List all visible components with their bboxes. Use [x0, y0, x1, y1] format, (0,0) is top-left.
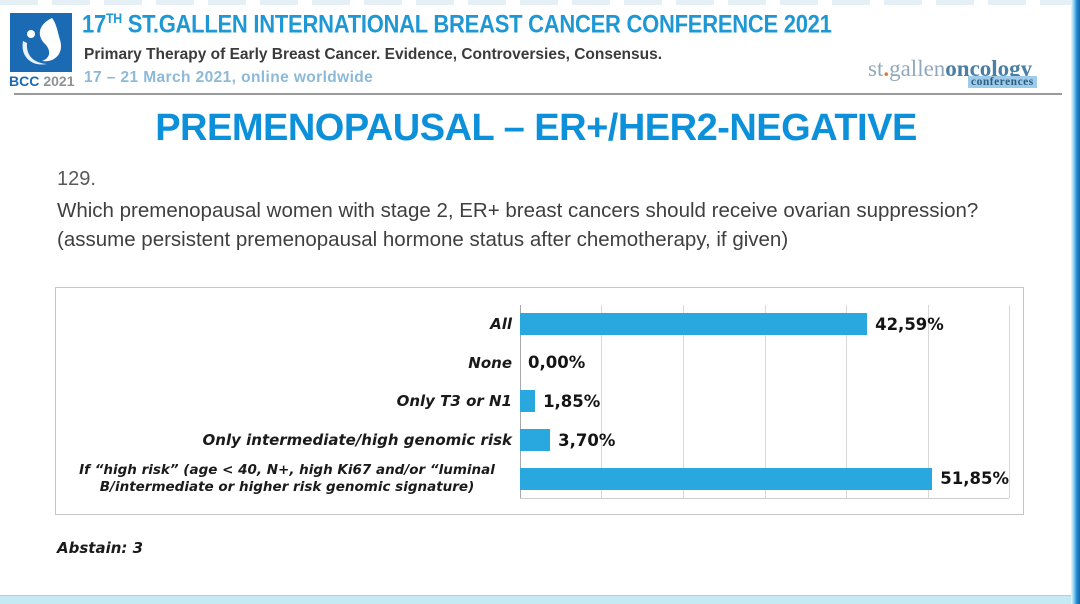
- gridline: [682, 305, 684, 498]
- conference-title-rest: ST.GALLEN INTERNATIONAL BREAST CANCER CO…: [121, 10, 832, 39]
- logo-st: st: [868, 56, 884, 81]
- category-label: None: [468, 353, 512, 372]
- bar-row: 0,00%: [520, 344, 1009, 383]
- conference-title-sup: TH: [105, 10, 122, 26]
- bar-value-label: 1,85%: [543, 391, 601, 411]
- question-number: 129.: [57, 168, 96, 190]
- bar-row: 51,85%: [520, 459, 1009, 498]
- bar: [520, 429, 551, 452]
- drop-swan-icon: [22, 18, 62, 65]
- bcc-text: BCC: [9, 73, 40, 89]
- logo-gallen: gallen: [889, 56, 946, 81]
- gridline: [927, 305, 929, 498]
- bar-value-label: 42,59%: [875, 314, 944, 334]
- logo-conferences-badge: conferences: [968, 76, 1037, 88]
- logo-dot: .: [883, 56, 890, 81]
- bcc-year: 2021: [43, 73, 75, 89]
- chart-labels: All None Only T3 or N1 Only intermediate/hi…: [62, 305, 512, 498]
- conference-dates: 17 – 21 March 2021, online worldwide: [84, 69, 374, 86]
- bcc-logo: [10, 13, 72, 72]
- bar-chart: All None Only T3 or N1 Only intermediate/hi…: [55, 287, 1024, 515]
- conference-subtitle: Primary Therapy of Early Breast Cancer. …: [84, 46, 663, 63]
- bottom-accent-bar: [0, 595, 1080, 604]
- bar-value-label: 0,00%: [528, 353, 586, 373]
- bar-row: 3,70%: [520, 421, 1009, 460]
- bar-value-label: 51,85%: [940, 469, 1009, 489]
- page-title: PREMENOPAUSAL – ER+/HER2-NEGATIVE: [155, 107, 917, 149]
- bar-value-label: 3,70%: [558, 430, 616, 450]
- question-text: Which premenopausal women with stage 2, …: [57, 199, 979, 252]
- top-edge-artifact-strip: [0, 0, 1080, 5]
- bar: [520, 390, 536, 413]
- category-label: Only intermediate/high genomic risk: [202, 430, 512, 449]
- conference-title: 17TH ST.GALLEN INTERNATIONAL BREAST CANC…: [82, 10, 832, 39]
- gridline: [764, 305, 766, 498]
- category-label: Only T3 or N1: [396, 392, 512, 411]
- gridline: [1009, 305, 1010, 498]
- bar: [520, 467, 933, 490]
- bar-row: 1,85%: [520, 382, 1009, 421]
- gridline: [601, 305, 603, 498]
- bcc-year-label: BCC 2021: [9, 73, 119, 89]
- category-label: All: [490, 314, 512, 333]
- conference-title-num: 17: [82, 10, 106, 39]
- category-label: If “high risk” (age < 40, N+, high Ki67 …: [79, 461, 495, 495]
- header-divider: [14, 93, 1062, 95]
- right-accent-strip: [1071, 0, 1080, 604]
- bar-row: 42,59%: [520, 305, 1009, 344]
- gridline: [845, 305, 847, 498]
- bar: [520, 313, 868, 336]
- abstain-note: Abstain: 3: [57, 539, 144, 557]
- chart-rows: 42,59% 0,00% 1,85% 3,70% 51,85%: [520, 305, 1009, 498]
